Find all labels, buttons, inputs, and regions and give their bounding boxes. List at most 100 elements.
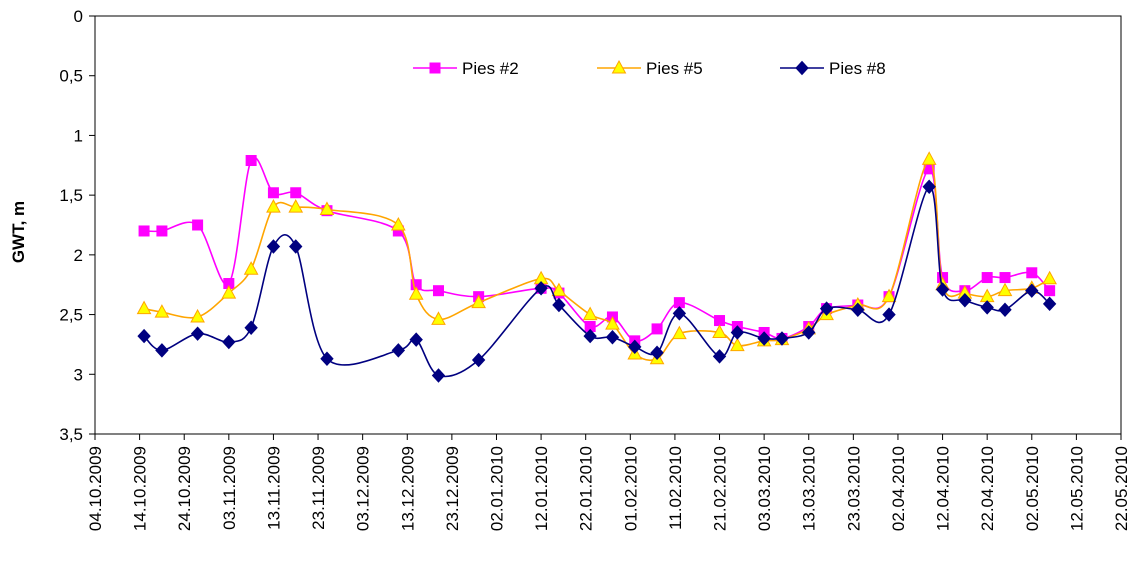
- series-pies-8: [137, 179, 1057, 383]
- series-line-pies-5: [143, 158, 1051, 361]
- data-point-pies-5: [881, 288, 897, 303]
- data-point-pies-8: [802, 325, 816, 340]
- data-point-pies-8: [266, 239, 281, 254]
- data-point-pies-8: [244, 320, 258, 335]
- data-point-pies-5: [408, 286, 424, 300]
- legend-label-pies-8: Pies #8: [829, 59, 886, 78]
- x-tick-label: 24.10.2009: [175, 446, 194, 531]
- x-tick-label: 02.01.2010: [487, 446, 506, 531]
- data-point-pies-2: [192, 219, 204, 231]
- data-point-pies-2: [1044, 285, 1056, 297]
- data-point-pies-8: [1042, 296, 1057, 312]
- series-line-pies-8: [143, 185, 1051, 378]
- y-axis-label: GWT, m: [9, 201, 28, 263]
- data-point-pies-2: [999, 272, 1011, 284]
- data-point-pies-8: [320, 351, 334, 366]
- legend: Pies #2 Pies #5 Pies #8: [413, 59, 886, 78]
- y-tick-label: 0,5: [59, 67, 83, 86]
- data-point-pies-8: [935, 282, 950, 297]
- data-point-pies-8: [958, 293, 972, 308]
- x-tick-label: 23.11.2009: [309, 446, 328, 530]
- data-point-pies-8: [757, 331, 771, 346]
- data-point-pies-8: [851, 302, 865, 318]
- data-point-pies-8: [431, 368, 446, 383]
- series-line-pies-2: [144, 156, 1051, 342]
- data-point-pies-8: [137, 328, 151, 344]
- data-point-pies-8: [552, 297, 566, 313]
- x-tick-label: 12.04.2010: [934, 446, 953, 531]
- y-tick-label: 3: [74, 365, 83, 384]
- data-point-pies-2: [267, 187, 279, 199]
- data-point-pies-8: [289, 239, 303, 254]
- data-point-pies-2: [1026, 267, 1038, 279]
- x-tick-label: 02.04.2010: [889, 446, 908, 531]
- data-point-pies-5: [266, 199, 281, 213]
- data-point-pies-8: [998, 302, 1012, 318]
- x-axis: 04.10.2009 14.10.2009 24.10.2009 03.11.2009…: [86, 434, 1131, 531]
- data-point-pies-5: [319, 201, 335, 215]
- data-point-pies-8: [980, 300, 994, 315]
- data-point-pies-8: [1025, 283, 1039, 298]
- legend-label-pies-2: Pies #2: [462, 59, 519, 78]
- y-tick-label: 1: [74, 126, 83, 145]
- x-tick-label: 23.12.2009: [443, 446, 462, 531]
- data-point-pies-2: [714, 315, 726, 327]
- plot-border: [94, 15, 1122, 435]
- data-point-pies-2: [156, 225, 168, 237]
- data-point-pies-5: [672, 325, 687, 340]
- legend-marker-pies-8: [795, 60, 809, 76]
- data-point-pies-8: [155, 343, 169, 358]
- data-point-pies-5: [154, 304, 170, 318]
- data-point-pies-5: [190, 308, 205, 323]
- legend-item-pies-8: Pies #8: [780, 59, 886, 78]
- x-tick-label: 22.04.2010: [978, 446, 997, 531]
- data-point-pies-2: [673, 297, 685, 309]
- x-tick-label: 13.03.2010: [800, 446, 819, 531]
- data-point-pies-5: [582, 306, 598, 321]
- data-point-pies-8: [190, 326, 205, 341]
- data-point-pies-8: [628, 339, 642, 355]
- data-point-pies-8: [882, 307, 896, 322]
- x-tick-label: 03.11.2009: [220, 446, 239, 530]
- data-point-pies-2: [651, 323, 663, 335]
- plot-area: [94, 15, 1122, 435]
- data-point-pies-8: [712, 349, 727, 364]
- data-point-pies-5: [136, 300, 152, 315]
- data-point-pies-5: [551, 282, 567, 297]
- legend-marker-pies-2: [429, 62, 441, 74]
- data-point-pies-8: [819, 301, 834, 316]
- y-tick-label: 0: [74, 7, 83, 26]
- data-point-pies-2: [432, 285, 444, 297]
- data-point-pies-8: [391, 343, 406, 358]
- data-point-pies-2: [981, 272, 993, 284]
- data-point-pies-2: [138, 225, 150, 237]
- x-tick-label: 03.03.2010: [755, 446, 774, 531]
- data-point-pies-5: [730, 337, 745, 352]
- data-point-pies-8: [922, 179, 936, 195]
- x-tick-label: 01.02.2010: [621, 446, 640, 531]
- data-point-pies-8: [409, 332, 423, 347]
- data-point-pies-5: [1042, 270, 1057, 285]
- data-point-pies-5: [431, 311, 446, 325]
- legend-item-pies-2: Pies #2: [413, 59, 519, 78]
- data-point-pies-5: [471, 294, 486, 309]
- x-tick-label: 13.12.2009: [398, 446, 417, 531]
- data-point-pies-8: [672, 306, 687, 321]
- data-point-pies-5: [288, 199, 304, 213]
- data-point-pies-8: [775, 331, 789, 346]
- data-point-pies-5: [997, 282, 1013, 297]
- x-tick-label: 22.01.2010: [577, 446, 596, 531]
- x-tick-label: 13.11.2009: [264, 446, 283, 530]
- y-tick-label: 2,5: [59, 306, 83, 325]
- data-point-pies-8: [605, 330, 620, 345]
- series-pies-5: [136, 151, 1057, 365]
- x-tick-label: 03.12.2009: [354, 446, 373, 531]
- y-tick-label: 2: [74, 246, 83, 265]
- data-point-pies-5: [921, 151, 937, 165]
- y-axis: 0 0,5 1 1,5 2 2,5 3 3,5: [59, 7, 95, 444]
- data-point-pies-5: [221, 285, 237, 299]
- data-point-pies-2: [290, 187, 302, 199]
- series-layer: [136, 151, 1057, 383]
- data-point-pies-8: [534, 281, 548, 296]
- data-point-pies-8: [583, 328, 597, 344]
